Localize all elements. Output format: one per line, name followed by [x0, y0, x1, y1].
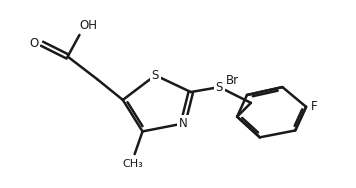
- Text: OH: OH: [79, 19, 98, 32]
- Text: N: N: [179, 117, 187, 130]
- Text: Br: Br: [226, 74, 239, 87]
- Text: F: F: [311, 100, 318, 113]
- Text: CH₃: CH₃: [122, 159, 143, 169]
- Text: S: S: [152, 69, 159, 82]
- Text: S: S: [216, 81, 223, 94]
- Text: O: O: [30, 37, 39, 50]
